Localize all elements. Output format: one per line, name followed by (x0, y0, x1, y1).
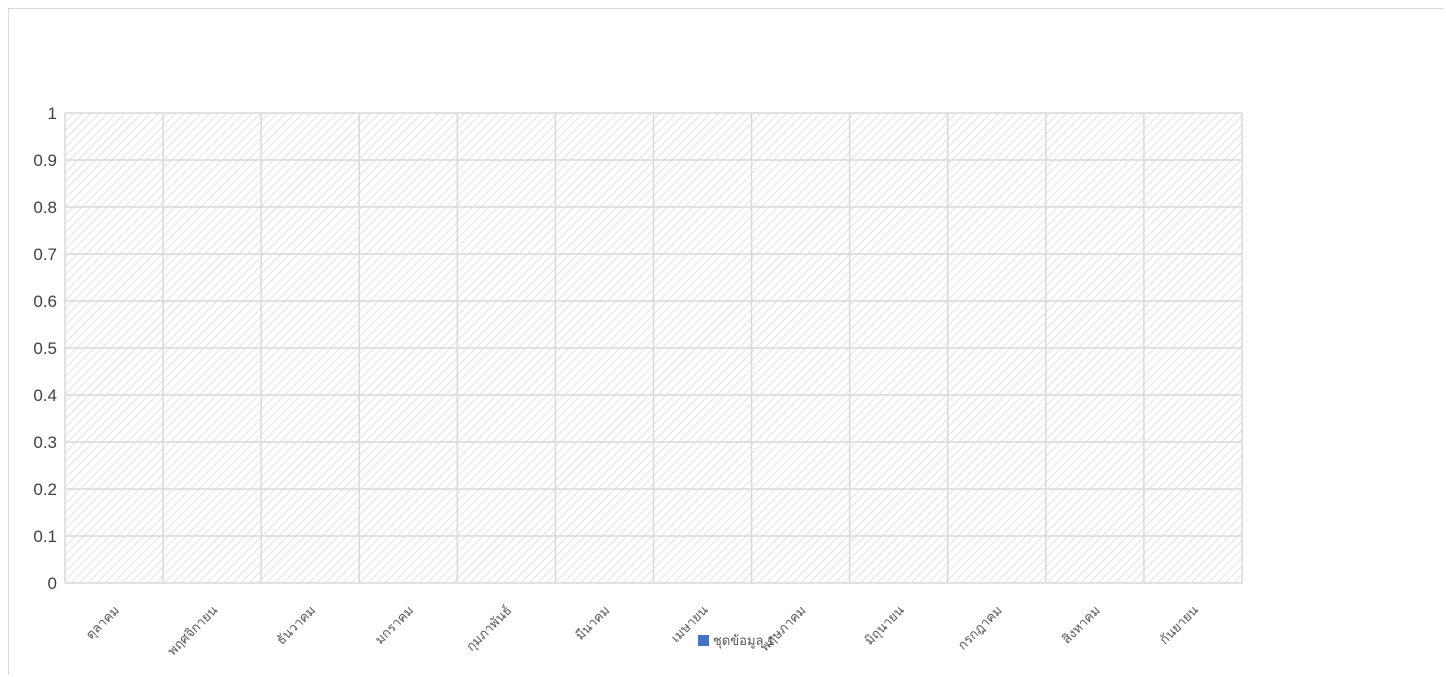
x-tick-label: กุมภาพันธ์ (463, 603, 515, 655)
x-tick-label: กรกฎาคม (955, 603, 1005, 653)
x-tick-label: กันยายน (1156, 602, 1201, 647)
x-tick-label: พฤศจิกายน (164, 602, 220, 658)
y-tick-label: 0.9 (33, 151, 57, 170)
y-tick-label: 0.6 (33, 292, 57, 311)
y-tick-label: 0 (48, 574, 57, 593)
y-tick-label: 0.5 (33, 339, 57, 358)
y-tick-label: 1 (48, 104, 57, 123)
y-tick-label: 0.3 (33, 433, 57, 452)
grid-lines (64, 112, 1243, 584)
legend-swatch (698, 635, 709, 646)
x-tick-label: สิงหาคม (1059, 603, 1103, 647)
legend: ชุดข้อมูล 1 (698, 633, 774, 649)
y-tick-label: 0.4 (33, 386, 57, 405)
x-tick-label: มีนาคม (572, 603, 612, 643)
x-tick-label: มิถุนายน (861, 602, 907, 648)
x-tick-label: มกราคม (372, 603, 417, 648)
y-axis-tick-labels: 0 0.1 0.2 0.3 0.4 0.5 0.6 0.7 0.8 0.9 1 (33, 104, 57, 593)
x-tick-label: ตุลาคม (83, 603, 123, 643)
y-tick-label: 0.8 (33, 198, 57, 217)
y-tick-label: 0.2 (33, 480, 57, 499)
y-tick-label: 0.1 (33, 527, 57, 546)
x-axis-tick-labels: ตุลาคม พฤศจิกายน ธันวาคม มกราคม กุมภาพันธ์ มี… (83, 602, 1202, 658)
y-tick-label: 0.7 (33, 245, 57, 264)
x-tick-label: ธันวาคม (273, 603, 318, 648)
legend-label: ชุดข้อมูล 1 (713, 633, 774, 649)
